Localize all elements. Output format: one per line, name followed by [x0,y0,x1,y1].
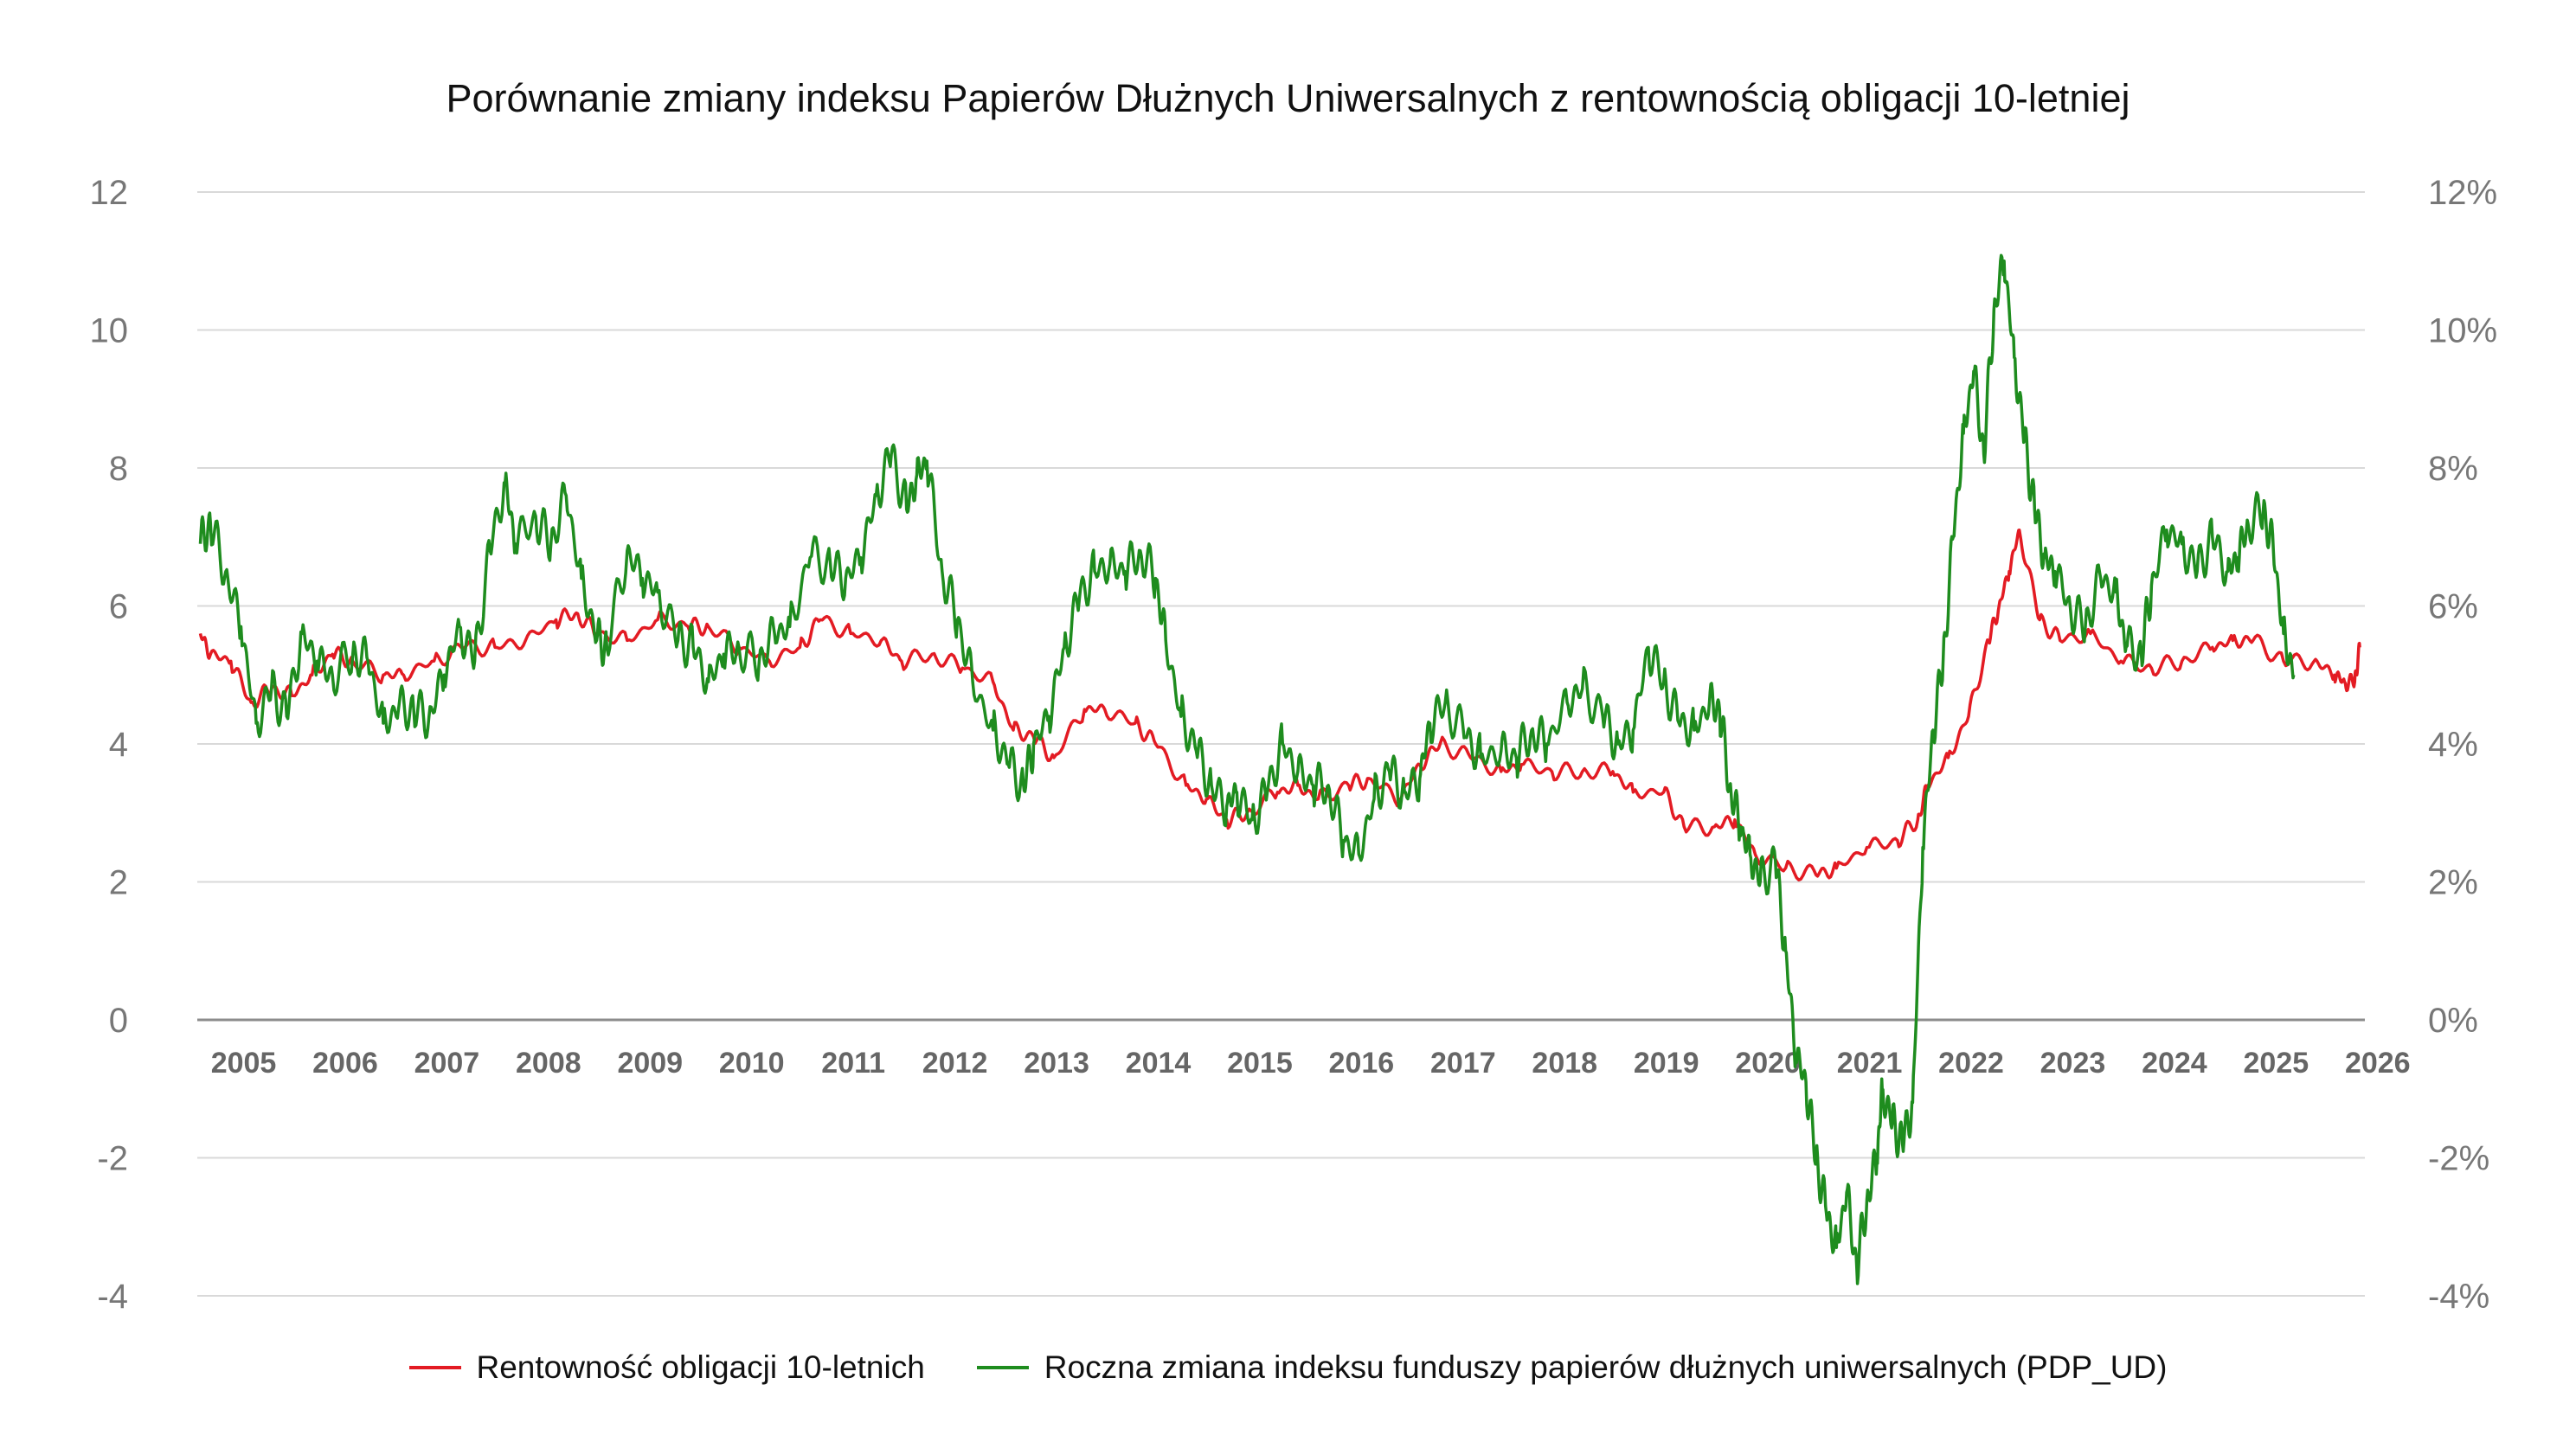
left-axis-ticks: 12 10 8 6 4 2 0 -2 -4 [90,174,129,1316]
x-axis-ticks: 2005 2006 2007 2008 2009 2010 2011 2012 2013 2014… [211,1047,2411,1080]
chart-title: Porównanie zmiany indeksu Papierów Dłużn… [446,76,2130,120]
x-tick-label: 2013 [1024,1047,1089,1080]
y-right-tick-label: 10% [2428,312,2497,350]
y-left-tick-label: 12 [90,174,129,212]
legend-swatch-green [976,1366,1029,1369]
y-left-tick-label: 10 [90,312,129,350]
x-tick-label: 2018 [1532,1047,1597,1080]
x-tick-label: 2019 [1634,1047,1699,1080]
legend: Rentowność obligacji 10-letnich Roczna z… [0,1349,2576,1386]
x-tick-label: 2007 [414,1047,480,1080]
x-tick-label: 2023 [2040,1047,2106,1080]
legend-item-index: Roczna zmiana indeksu funduszy papierów … [976,1349,2168,1386]
y-left-tick-label: -4 [97,1278,128,1316]
x-tick-label: 2022 [1938,1047,2004,1080]
legend-label-index: Roczna zmiana indeksu funduszy papierów … [1044,1349,2168,1385]
y-left-tick-label: 8 [109,450,128,488]
y-right-tick-label: 8% [2428,450,2478,488]
x-tick-label: 2026 [2345,1047,2411,1080]
x-tick-label: 2005 [211,1047,277,1080]
y-right-tick-label: -4% [2428,1278,2489,1316]
x-tick-label: 2016 [1329,1047,1395,1080]
y-left-tick-label: -2 [97,1140,128,1178]
x-tick-label: 2015 [1227,1047,1293,1080]
x-tick-label: 2021 [1837,1047,1903,1080]
x-tick-label: 2011 [821,1047,885,1080]
y-right-tick-label: 12% [2428,174,2497,212]
y-right-tick-label: 4% [2428,726,2478,764]
right-axis-ticks: 12% 10% 8% 6% 4% 2% 0% -2% -4% [2428,174,2497,1316]
gridlines [197,191,2365,1297]
legend-swatch-red [408,1366,461,1369]
y-right-tick-label: 0% [2428,1002,2478,1040]
y-left-tick-label: 4 [109,726,128,764]
x-tick-label: 2009 [617,1047,683,1080]
x-tick-label: 2024 [2142,1047,2207,1080]
x-tick-label: 2020 [1735,1047,1801,1080]
x-tick-label: 2010 [719,1047,785,1080]
x-tick-label: 2014 [1126,1047,1192,1080]
series-line-index [198,253,2296,1285]
y-right-tick-label: 2% [2428,864,2478,902]
series-line-yield [198,529,2361,881]
y-left-tick-label: 2 [109,864,128,902]
legend-item-yield: Rentowność obligacji 10-letnich [408,1349,925,1386]
series-lines [198,253,2361,1285]
x-tick-label: 2025 [2244,1047,2309,1080]
x-tick-label: 2017 [1430,1047,1496,1080]
y-right-tick-label: 6% [2428,588,2478,626]
y-left-tick-label: 0 [109,1002,128,1040]
y-right-tick-label: -2% [2428,1140,2489,1178]
x-tick-label: 2006 [312,1047,378,1080]
y-left-tick-label: 6 [109,588,128,626]
legend-label-yield: Rentowność obligacji 10-letnich [476,1349,925,1385]
x-tick-label: 2012 [922,1047,988,1080]
x-tick-label: 2008 [516,1047,581,1080]
